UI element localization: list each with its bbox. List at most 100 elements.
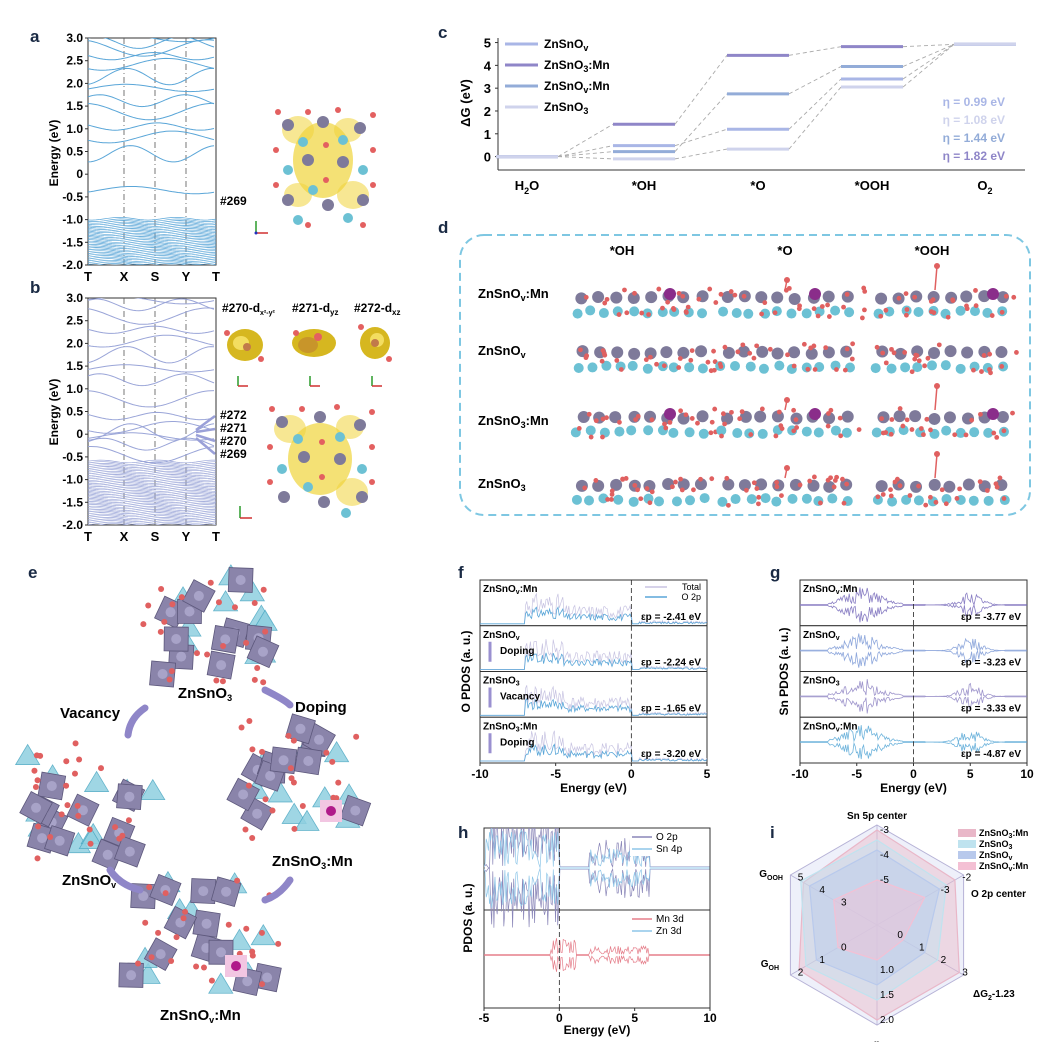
band-line [88, 493, 216, 497]
i-tick-label: 0 [897, 930, 903, 941]
k-point-label: S [151, 269, 160, 284]
sn-atom [176, 651, 187, 662]
y-tick-label: 2.5 [66, 314, 83, 328]
o-atom [711, 367, 717, 373]
o-atom [225, 921, 232, 928]
band-line [88, 485, 216, 489]
band-line [88, 186, 215, 195]
o-atom [776, 409, 782, 415]
polyhedra-cluster [118, 870, 282, 997]
o-atom [999, 309, 1005, 315]
zn-atom [668, 362, 679, 373]
zn-atom [830, 305, 841, 316]
o-atom [249, 948, 256, 955]
band-line [88, 411, 215, 421]
o-atom [720, 411, 726, 417]
radar-chart: -3 -4 -5 -2 -3 3 2 1 0 2.0 1.5 1.0 2 1 0 5 4 3 Sn 5p cente… [759, 811, 1028, 1042]
o-atom [646, 312, 651, 317]
band-line [88, 502, 216, 507]
band-line [88, 390, 215, 408]
sn-atom [165, 607, 176, 618]
adsorbate-bond [934, 265, 938, 291]
band-line [88, 486, 216, 491]
zn-atom [758, 363, 769, 374]
o-atom [907, 493, 913, 498]
o-atom [678, 476, 683, 482]
c-connector [902, 44, 955, 88]
c-category-label: *OOH [855, 178, 890, 193]
band-line [88, 258, 216, 262]
o-atom [850, 341, 856, 347]
o-atom [243, 639, 250, 646]
y-tick-label: 0.5 [66, 405, 83, 419]
zn-atom [941, 425, 952, 436]
slab-structure [715, 341, 856, 374]
o-atom [63, 782, 70, 789]
band-line [88, 508, 216, 513]
f-legend-total: Total [682, 582, 701, 592]
d-row-znsno3-mn: ZnSnO3:Mn [478, 413, 549, 430]
o-atom [609, 488, 615, 494]
o-atom [599, 358, 605, 364]
o-atom [909, 369, 915, 375]
band-b-ylabel: Energy (eV) [47, 379, 61, 446]
band-line [88, 221, 216, 226]
sn-atom [201, 918, 212, 929]
band-line [88, 488, 216, 492]
i-axis-name: ΔG2-1.23 [973, 989, 1015, 1002]
c-y-tick-label: 1 [484, 127, 491, 142]
o-atom [259, 748, 266, 755]
band-line [88, 245, 216, 250]
o-atom [811, 306, 817, 312]
sn-atom [216, 660, 227, 671]
zn-atom [717, 496, 728, 507]
band-lines [88, 298, 216, 525]
f-x-tick-label: 0 [628, 767, 635, 781]
h-dos-down [484, 867, 710, 928]
sn-atom [235, 575, 246, 586]
transformation-arrow [261, 876, 294, 904]
zn-atom [760, 493, 771, 504]
o-atom [31, 767, 38, 774]
o-atom [807, 478, 813, 484]
state-arrows [195, 414, 216, 455]
y-tick-label: -0.5 [62, 190, 83, 204]
o-atom [148, 954, 155, 961]
o-atom [912, 294, 918, 300]
f-x-tick-label: 5 [704, 767, 711, 781]
o-atom [600, 416, 606, 422]
transformation-arrow [106, 866, 144, 894]
o-atom [825, 423, 831, 429]
f-center-label: εp = -2.41 eV [641, 612, 701, 623]
zn-atom [872, 494, 883, 505]
sn-atom [805, 347, 818, 360]
zn-atom [955, 363, 966, 374]
c-category-label: O2 [977, 178, 992, 196]
band-line [88, 253, 216, 257]
i-legend-swatch [958, 840, 976, 848]
o-atom [999, 364, 1005, 369]
c-y-tick-label: 3 [484, 81, 491, 96]
sn-atom [278, 755, 289, 766]
o-atom [618, 367, 624, 372]
o-atom [166, 676, 173, 683]
sn-atom [789, 478, 802, 491]
o-atom [624, 310, 630, 316]
sn-atom [31, 802, 42, 813]
y-tick-label: 1.0 [66, 382, 83, 396]
o-atom [879, 416, 885, 422]
o-atom [838, 433, 844, 439]
o-atom [169, 601, 176, 608]
i-axis-name: GOOH [759, 869, 783, 882]
o-atom [724, 475, 730, 481]
i-tick-label: -4 [880, 850, 889, 861]
o-atom [791, 407, 797, 413]
o-atom [904, 307, 910, 312]
k-point-label: Y [182, 529, 191, 544]
o-atom [987, 351, 993, 357]
band-line [88, 494, 216, 499]
band-line [88, 250, 216, 254]
o-atom [644, 486, 650, 491]
band-line [88, 461, 216, 465]
c-y-tick-label: 0 [484, 150, 491, 165]
